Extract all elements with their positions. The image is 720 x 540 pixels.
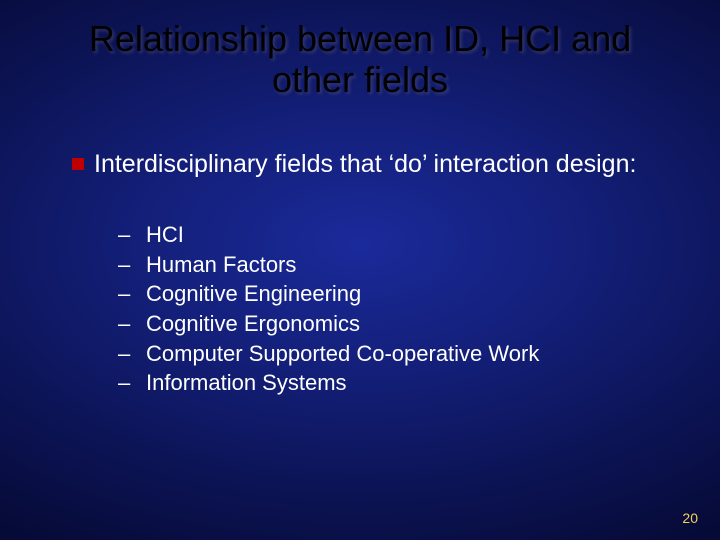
list-item: – Computer Supported Co-operative Work: [118, 339, 660, 369]
list-item: – HCI: [118, 220, 660, 250]
slide-body: Interdisciplinary fields that ‘do’ inter…: [0, 101, 720, 398]
dash-icon: –: [118, 368, 146, 398]
list-item-label: Information Systems: [146, 368, 347, 398]
list-item: – Cognitive Engineering: [118, 279, 660, 309]
bullet-square-icon: [72, 158, 84, 170]
list-item: – Human Factors: [118, 250, 660, 280]
list-item: – Information Systems: [118, 368, 660, 398]
list-item-label: HCI: [146, 220, 184, 250]
sub-bullet-list: – HCI – Human Factors – Cognitive Engine…: [72, 220, 660, 398]
slide: Relationship between ID, HCI and other f…: [0, 0, 720, 540]
dash-icon: –: [118, 220, 146, 250]
lead-bullet-row: Interdisciplinary fields that ‘do’ inter…: [72, 149, 660, 180]
dash-icon: –: [118, 279, 146, 309]
dash-icon: –: [118, 250, 146, 280]
lead-text: Interdisciplinary fields that ‘do’ inter…: [94, 149, 636, 180]
list-item-label: Computer Supported Co-operative Work: [146, 339, 539, 369]
slide-number: 20: [682, 510, 698, 526]
list-item: – Cognitive Ergonomics: [118, 309, 660, 339]
dash-icon: –: [118, 309, 146, 339]
slide-title: Relationship between ID, HCI and other f…: [0, 0, 720, 101]
list-item-label: Human Factors: [146, 250, 296, 280]
dash-icon: –: [118, 339, 146, 369]
list-item-label: Cognitive Engineering: [146, 279, 361, 309]
list-item-label: Cognitive Ergonomics: [146, 309, 360, 339]
